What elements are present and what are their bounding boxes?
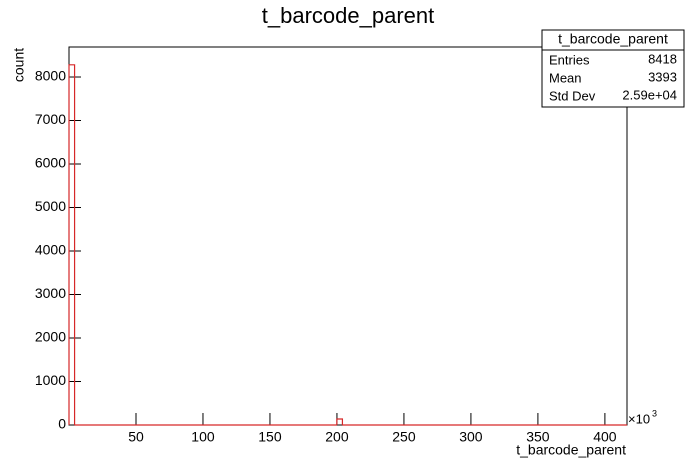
x-axis-label: t_barcode_parent: [516, 442, 626, 458]
x-tick-label: 150: [258, 429, 282, 445]
y-tick-label: 1000: [35, 372, 66, 388]
stats-frame: [541, 29, 685, 108]
x-tick-label: 200: [325, 429, 349, 445]
y-tick-label: 3000: [35, 285, 66, 301]
stats-box: t_barcode_parent Entries 8418 Mean 3393 …: [541, 29, 685, 108]
x-tick-label: 250: [392, 429, 416, 445]
stats-label: Entries: [549, 52, 590, 67]
x-tick-label: 400: [593, 429, 617, 445]
histogram-bar: [68, 64, 76, 425]
y-tick-label: 8000: [35, 68, 66, 84]
x-tick-label: 50: [128, 429, 144, 445]
y-tick-label: 7000: [35, 111, 66, 127]
stats-label: Std Dev: [549, 88, 596, 103]
y-tick-label: 2000: [35, 329, 66, 345]
chart-title: t_barcode_parent: [262, 3, 434, 28]
stats-value: 3393: [648, 69, 677, 84]
y-tick-label: 4000: [35, 242, 66, 258]
y-tick-label: 5000: [35, 198, 66, 214]
x-multiplier-exponent: 3: [652, 408, 657, 418]
y-tick-label: 0: [58, 416, 66, 432]
stats-value: 2.59e+04: [622, 87, 677, 102]
x-tick-label: 350: [526, 429, 550, 445]
stats-label: Mean: [549, 70, 582, 85]
y-axis-label: count: [11, 48, 27, 82]
x-tick-label: 100: [191, 429, 215, 445]
stats-title: t_barcode_parent: [558, 31, 668, 47]
stats-value: 8418: [648, 51, 677, 66]
x-tick-label: 300: [459, 429, 483, 445]
y-tick-label: 6000: [35, 155, 66, 171]
x-multiplier: ×10: [628, 411, 650, 426]
histogram-bar: [336, 418, 344, 425]
